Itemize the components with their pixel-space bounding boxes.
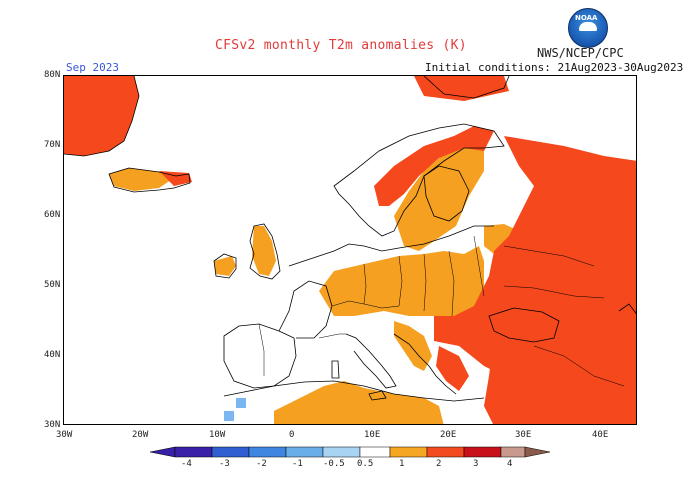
europe-mainland-coast: [288, 225, 494, 267]
legend-label-neg2: -2: [256, 459, 267, 469]
lon-label-20w: 20W: [132, 430, 149, 440]
coastlines: [64, 76, 636, 402]
balkans-orange: [394, 321, 432, 371]
britain-coast: [249, 223, 281, 280]
sardinia-coast: [331, 360, 340, 379]
greenland-red: [64, 76, 139, 156]
legend-label-neg1: -1: [292, 459, 303, 469]
lon-label-40e: 40E: [592, 430, 609, 440]
legend-bin-8: [426, 446, 465, 458]
anomaly-blue-regions: [224, 398, 246, 421]
italy-coast: [345, 333, 397, 389]
finland-coast: [423, 165, 470, 222]
ireland-coast: [213, 253, 237, 279]
legend-label-neg4: -4: [181, 459, 192, 469]
scandinavia-orange: [394, 146, 484, 251]
iceland-orange: [109, 168, 174, 191]
lat-label-60n: 60N: [44, 210, 61, 220]
legend-bin-4: [285, 446, 324, 458]
logo-bird-icon: [579, 22, 597, 31]
legend-bin-3: [248, 446, 287, 458]
legend-bin-1: [174, 446, 213, 458]
iceland-coast: [108, 167, 191, 193]
country-borders: [258, 235, 625, 387]
france-coast: [278, 280, 333, 339]
color-legend: [150, 446, 550, 458]
lon-label-30e: 30E: [515, 430, 532, 440]
legend-label-1: 1: [399, 459, 405, 469]
legend-label-neg3: -3: [219, 459, 230, 469]
legend-arrow-right: [524, 446, 550, 458]
lon-label-10e: 10E: [364, 430, 381, 440]
caspian-coast: [618, 303, 636, 315]
legend-label-05: 0.5: [357, 459, 374, 469]
black-sea-coast: [488, 307, 560, 343]
turkey-middleeast-red: [484, 336, 636, 424]
north-scandinavia-red: [374, 126, 494, 206]
legend-label-2: 2: [436, 459, 442, 469]
logo-text: NOAA: [575, 14, 598, 22]
lon-label-30w: 30W: [56, 430, 73, 440]
legend-bin-5: [322, 446, 361, 458]
balkans-coast: [393, 333, 457, 395]
scandinavia-coast: [333, 123, 505, 237]
lon-label-0: 0: [289, 430, 295, 440]
lat-label-40n: 40N: [44, 350, 61, 360]
legend-bin-9: [463, 446, 502, 458]
lon-label-10w: 10W: [209, 430, 226, 440]
noaa-logo-icon: NOAA: [568, 8, 608, 48]
lat-label-30n: 30N: [44, 420, 61, 430]
lat-label-50n: 50N: [44, 280, 61, 290]
legend-bin-6: [359, 446, 391, 458]
legend-label-3: 3: [473, 459, 479, 469]
legend-bin-10: [500, 446, 526, 458]
svalbard-coast: [423, 76, 510, 99]
anomaly-red-regions: [64, 76, 636, 424]
morocco-blue-2: [236, 398, 246, 408]
legend-label-neg05: -0.5: [323, 459, 345, 469]
north-africa-coast: [223, 380, 485, 402]
greenland-coast: [64, 76, 140, 157]
legend-label-4: 4: [507, 459, 513, 469]
greece-red: [436, 346, 469, 391]
agency-label: NWS/NCEP/CPC: [537, 46, 624, 60]
lon-label-20e: 20E: [440, 430, 457, 440]
map-svg: [64, 76, 636, 424]
sicily-coast: [368, 390, 387, 401]
lat-label-70n: 70N: [44, 140, 61, 150]
britain-orange: [252, 226, 276, 276]
iberia-coast: [223, 323, 297, 389]
ireland-orange: [214, 256, 236, 276]
anomaly-map: [63, 75, 637, 425]
initial-conditions: Initial conditions: 21Aug2023-30Aug2023: [425, 61, 684, 74]
legend-bin-2: [211, 446, 250, 458]
north-africa-orange: [274, 381, 444, 424]
morocco-blue: [224, 411, 234, 421]
forecast-month: Sep 2023: [66, 61, 119, 74]
map-title: CFSv2 monthly T2m anomalies (K): [215, 38, 467, 53]
svalbard-red: [414, 76, 509, 101]
lat-label-80n: 80N: [44, 70, 61, 80]
legend-bin-7: [389, 446, 428, 458]
legend-arrow-left: [150, 446, 176, 458]
